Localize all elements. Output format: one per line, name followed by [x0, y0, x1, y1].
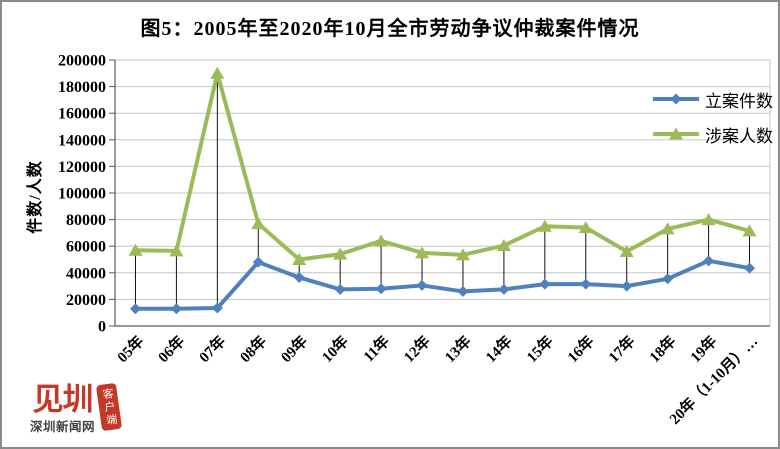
x-category-label: 19年 — [686, 332, 720, 366]
data-point-marker — [416, 279, 428, 291]
line-diamond-marker-icon — [653, 93, 699, 105]
data-point-marker — [333, 247, 348, 260]
y-tick-label: 0 — [98, 319, 106, 336]
data-point-marker — [210, 66, 225, 79]
data-point-marker — [415, 246, 430, 259]
x-category-label: 06年 — [154, 332, 188, 366]
brand-logo-icon: 见圳 — [32, 382, 94, 417]
data-point-marker — [129, 303, 141, 315]
data-point-marker — [539, 278, 551, 290]
shenzhen-news-watermark: 见圳 深圳新闻网 客户端 — [30, 382, 123, 435]
badge-label: 客户端 — [100, 386, 118, 428]
legend-item-filed-cases: 立案件数 — [653, 90, 773, 111]
y-tick-label: 200000 — [58, 53, 106, 70]
x-category-label: 11年 — [360, 332, 393, 365]
x-category-label: 17年 — [605, 332, 639, 366]
series-line — [133, 258, 752, 311]
data-point-marker — [170, 303, 182, 315]
x-category-label: 07年 — [195, 332, 229, 366]
legend-label: 立案件数 — [705, 91, 773, 111]
x-category-label: 05年 — [113, 332, 147, 366]
x-category-label: 10年 — [318, 332, 352, 366]
y-tick-label: 180000 — [58, 79, 106, 96]
data-point-marker — [619, 245, 634, 258]
data-point-marker — [703, 255, 715, 267]
client-app-badge: 客户端 — [95, 382, 123, 432]
data-point-marker — [744, 262, 756, 274]
chart-legend: 立案件数 涉案人数 — [653, 90, 773, 160]
data-point-marker — [252, 256, 264, 268]
y-tick-label: 40000 — [66, 265, 106, 282]
data-point-marker — [293, 271, 305, 283]
data-point-marker — [578, 221, 593, 234]
line-triangle-marker-icon — [653, 127, 699, 140]
data-point-marker — [292, 253, 307, 265]
x-category-label: 09年 — [277, 332, 311, 366]
data-point-marker — [457, 285, 469, 297]
y-tick-label: 100000 — [58, 186, 106, 203]
data-point-marker — [701, 213, 716, 226]
data-point-marker — [662, 273, 674, 285]
x-category-label: 14年 — [482, 332, 516, 366]
x-category-label: 16年 — [564, 332, 598, 366]
y-axis-title: 件数/人数 — [27, 160, 44, 234]
data-point-marker — [621, 280, 633, 292]
x-category-label: 18年 — [646, 332, 680, 366]
series-line — [133, 71, 752, 262]
y-tick-label: 20000 — [66, 292, 106, 309]
y-tick-label: 60000 — [66, 239, 106, 256]
data-point-marker — [374, 234, 389, 247]
data-point-marker — [334, 283, 346, 295]
legend-item-people-involved: 涉案人数 — [653, 125, 773, 146]
y-tick-label: 160000 — [58, 106, 106, 123]
y-tick-label: 120000 — [58, 159, 106, 176]
x-category-label: 15年 — [523, 332, 557, 366]
data-point-marker — [455, 248, 470, 261]
data-point-marker — [169, 244, 184, 257]
data-point-marker — [375, 283, 387, 295]
data-point-marker — [211, 302, 223, 314]
legend-label: 涉案人数 — [705, 126, 773, 146]
data-point-marker — [498, 283, 510, 295]
data-point-marker — [537, 219, 552, 232]
data-point-marker — [128, 243, 143, 256]
data-point-marker — [496, 239, 511, 252]
data-point-marker — [251, 217, 266, 230]
data-point-marker — [580, 278, 592, 290]
data-point-marker — [742, 224, 757, 237]
y-tick-label: 140000 — [58, 132, 106, 149]
data-point-marker — [660, 222, 675, 235]
x-category-label: 08年 — [236, 332, 270, 366]
brand-name: 深圳新闻网 — [30, 420, 96, 434]
chart-title: 图5：2005年至2020年10月全市劳动争议仲裁案件情况 — [140, 18, 640, 40]
x-category-label: 12年 — [400, 332, 434, 366]
y-tick-label: 80000 — [66, 212, 106, 229]
x-category-label: 13年 — [441, 332, 475, 366]
